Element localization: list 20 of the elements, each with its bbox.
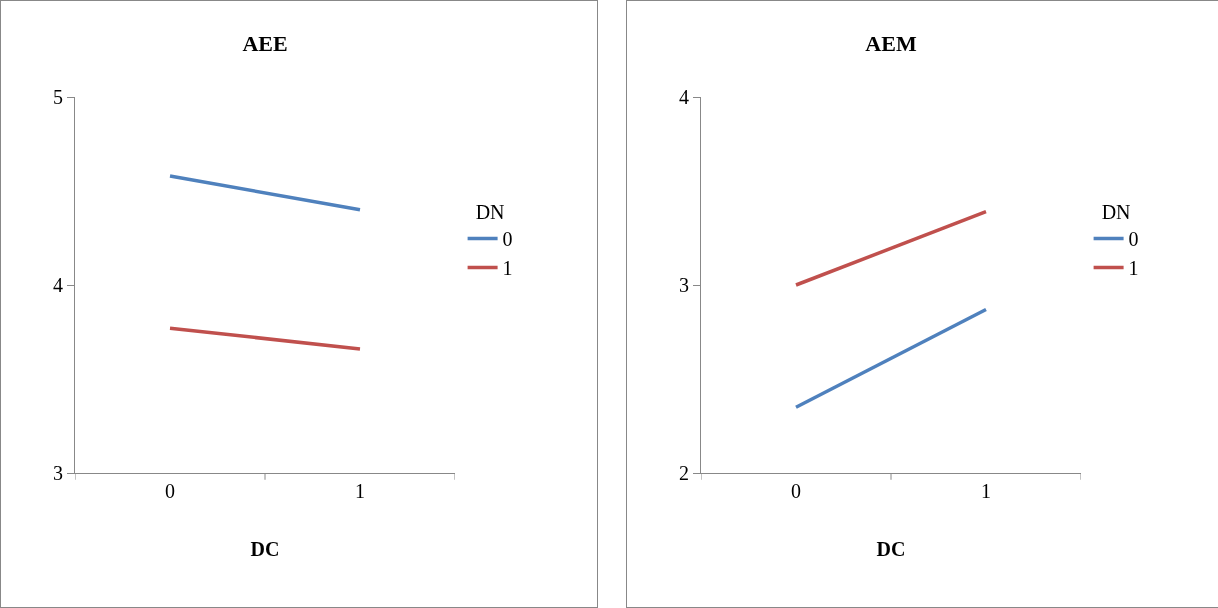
- chart-title: AEE: [242, 31, 288, 57]
- legend-label: 0: [1128, 228, 1139, 251]
- y-tick-label: 3: [679, 274, 689, 296]
- legend-label: 1: [502, 257, 513, 280]
- legend-title: DN: [1101, 200, 1131, 223]
- y-tick-label: 5: [53, 86, 63, 108]
- x-tick-label: 0: [165, 480, 175, 502]
- chart-title: AEM: [865, 31, 917, 57]
- y-tick-label: 4: [679, 86, 689, 108]
- x-tick-label: 0: [791, 480, 801, 502]
- y-tick-label: 3: [53, 462, 63, 484]
- x-axis-title: DC: [876, 537, 906, 560]
- legend-label: 1: [1128, 257, 1139, 280]
- legend-title: DN: [475, 200, 505, 223]
- y-tick-label: 2: [679, 462, 689, 484]
- x-tick-label: 1: [981, 480, 991, 502]
- x-tick-label: 1: [355, 480, 365, 502]
- y-tick-label: 4: [53, 274, 63, 296]
- legend-label: 0: [502, 228, 513, 251]
- x-axis-title: DC: [250, 537, 280, 560]
